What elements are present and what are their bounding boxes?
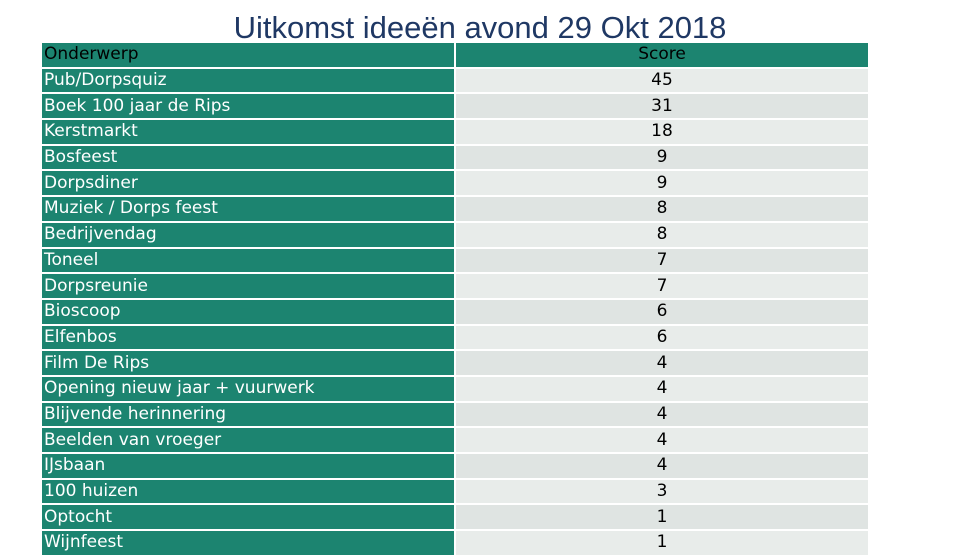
table-row: Kerstmarkt 18 bbox=[40, 118, 870, 146]
row-subject: Kerstmarkt bbox=[40, 118, 456, 146]
row-subject: 100 huizen bbox=[40, 477, 456, 506]
row-score: 31 bbox=[454, 92, 870, 121]
table-row: Wijnfeest 1 bbox=[40, 529, 870, 557]
row-score: 4 bbox=[454, 426, 870, 454]
row-score: 18 bbox=[454, 118, 870, 146]
table-row: Pub/Dorpsquiz 45 bbox=[40, 66, 870, 95]
row-score: 7 bbox=[454, 272, 870, 300]
row-subject: Toneel bbox=[40, 246, 456, 275]
row-score: 4 bbox=[454, 374, 870, 403]
table-row: Toneel 7 bbox=[40, 246, 870, 275]
table-row: Dorpsreunie 7 bbox=[40, 272, 870, 300]
row-subject: Film De Rips bbox=[40, 349, 456, 377]
row-subject: IJsbaan bbox=[40, 452, 456, 480]
table-row: Bioscoop 6 bbox=[40, 297, 870, 326]
slide-title: Uitkomst ideeën avond 29 Okt 2018 bbox=[233, 10, 727, 45]
row-subject: Optocht bbox=[40, 503, 456, 532]
row-score: 4 bbox=[454, 349, 870, 377]
row-subject: Opening nieuw jaar + vuurwerk bbox=[40, 374, 456, 403]
table-row: Dorpsdiner 9 bbox=[40, 169, 870, 198]
row-score: 6 bbox=[454, 323, 870, 352]
row-subject: Pub/Dorpsquiz bbox=[40, 66, 456, 95]
row-score: 3 bbox=[454, 477, 870, 506]
row-score: 1 bbox=[454, 503, 870, 532]
row-subject: Bioscoop bbox=[40, 297, 456, 326]
row-score: 8 bbox=[454, 220, 870, 249]
row-score: 4 bbox=[454, 452, 870, 480]
row-subject: Beelden van vroeger bbox=[40, 426, 456, 454]
header-subject: Onderwerp bbox=[40, 41, 456, 69]
row-subject: Wijnfeest bbox=[40, 529, 456, 557]
table-row: Optocht 1 bbox=[40, 503, 870, 532]
row-subject: Bedrijvendag bbox=[40, 220, 456, 249]
table-row: Bedrijvendag 8 bbox=[40, 220, 870, 249]
table-row: Elfenbos 6 bbox=[40, 323, 870, 352]
header-score: Score bbox=[454, 41, 870, 69]
table-row: Film De Rips 4 bbox=[40, 349, 870, 377]
table-row: IJsbaan 4 bbox=[40, 452, 870, 480]
row-subject: Boek 100 jaar de Rips bbox=[40, 92, 456, 121]
row-score: 8 bbox=[454, 195, 870, 223]
row-score: 9 bbox=[454, 169, 870, 198]
table-row: Bosfeest 9 bbox=[40, 143, 870, 172]
table-row: Boek 100 jaar de Rips 31 bbox=[40, 92, 870, 121]
row-score: 9 bbox=[454, 143, 870, 172]
table-row: Beelden van vroeger 4 bbox=[40, 426, 870, 454]
table-row: 100 huizen 3 bbox=[40, 477, 870, 506]
row-subject: Dorpsreunie bbox=[40, 272, 456, 300]
row-subject: Elfenbos bbox=[40, 323, 456, 352]
table-row: Blijvende herinnering 4 bbox=[40, 400, 870, 429]
row-score: 6 bbox=[454, 297, 870, 326]
row-score: 4 bbox=[454, 400, 870, 429]
row-subject: Bosfeest bbox=[40, 143, 456, 172]
row-subject: Blijvende herinnering bbox=[40, 400, 456, 429]
table-row: Muziek / Dorps feest 8 bbox=[40, 195, 870, 223]
table-header-row: Onderwerp Score bbox=[40, 41, 870, 69]
row-score: 1 bbox=[454, 529, 870, 557]
row-subject: Muziek / Dorps feest bbox=[40, 195, 456, 223]
table-row: Opening nieuw jaar + vuurwerk 4 bbox=[40, 374, 870, 403]
row-score: 7 bbox=[454, 246, 870, 275]
row-score: 45 bbox=[454, 66, 870, 95]
row-subject: Dorpsdiner bbox=[40, 169, 456, 198]
score-table: Onderwerp Score Pub/Dorpsquiz 45 Boek 10… bbox=[40, 41, 870, 557]
